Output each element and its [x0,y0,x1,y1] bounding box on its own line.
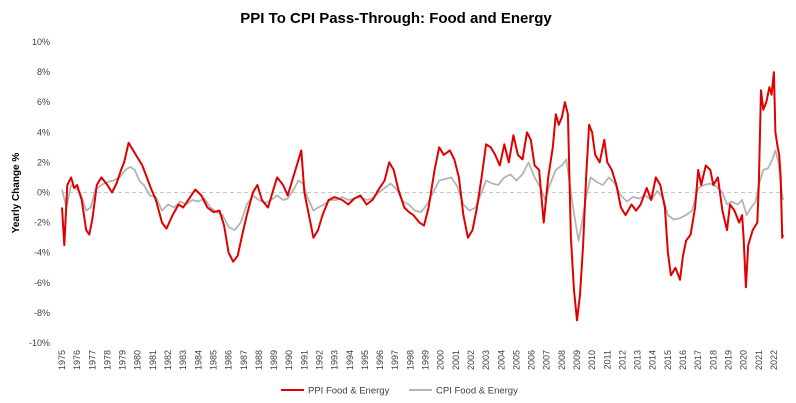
legend-label-cpi: CPI Food & Energy [436,386,518,397]
y-tick-label: 4% [37,127,50,137]
x-tick-label: 1991 [299,350,309,370]
x-tick-label: 2001 [451,350,461,370]
x-tick-label: 1990 [284,350,294,370]
x-tick-label: 2013 [633,350,643,370]
x-axis-ticks: 1975 1976 1977 1978 1979 1980 1981 1982 1983 1984… [57,350,779,370]
x-tick-label: 1988 [254,350,264,370]
x-tick-label: 1992 [315,350,325,370]
series-line-ppi [61,71,784,322]
y-tick-label: 10% [32,37,50,47]
legend: PPI Food & Energy CPI Food & Energy [281,386,518,397]
y-axis-label: Yearly Change % [11,153,22,234]
x-tick-label: 2003 [481,350,491,370]
x-tick-label: 2014 [648,350,658,370]
x-tick-label: 1983 [178,350,188,370]
x-tick-label: 1977 [87,350,97,370]
x-tick-label: 1981 [148,350,158,370]
x-tick-label: 1989 [269,350,279,370]
series-line-cpi [61,149,784,242]
x-tick-label: 2021 [754,350,764,370]
x-tick-label: 1999 [421,350,431,370]
y-tick-label: -6% [34,278,50,288]
x-tick-label: 2016 [678,350,688,370]
x-tick-label: 1998 [405,350,415,370]
x-tick-label: 2015 [663,350,673,370]
x-tick-label: 2018 [708,350,718,370]
x-tick-label: 2000 [436,350,446,370]
y-tick-label: -8% [34,308,50,318]
x-tick-label: 1976 [72,350,82,370]
x-tick-label: 1986 [224,350,234,370]
x-tick-label: 1984 [193,350,203,370]
x-tick-label: 2019 [723,350,733,370]
y-tick-label: 2% [37,157,50,167]
y-tick-label: -2% [34,218,50,228]
x-tick-label: 1987 [239,350,249,370]
x-tick-label: 1995 [360,350,370,370]
x-tick-label: 1982 [163,350,173,370]
chart-title: PPI To CPI Pass-Through: Food and Energy [240,10,552,27]
y-tick-label: -4% [34,248,50,258]
legend-label-ppi: PPI Food & Energy [308,386,390,397]
x-tick-label: 2012 [617,350,627,370]
x-tick-label: 1997 [390,350,400,370]
x-tick-label: 2005 [511,350,521,370]
x-tick-label: 2007 [542,350,552,370]
y-tick-label: 0% [37,188,50,198]
y-tick-label: 8% [37,67,50,77]
x-tick-label: 2004 [496,350,506,370]
x-tick-label: 2006 [527,350,537,370]
x-tick-label: 1996 [375,350,385,370]
x-tick-label: 2009 [572,350,582,370]
x-tick-label: 1994 [345,350,355,370]
y-tick-label: 6% [37,97,50,107]
x-tick-label: 2002 [466,350,476,370]
x-tick-label: 1975 [57,350,67,370]
x-tick-label: 2022 [769,350,779,370]
x-tick-label: 1979 [118,350,128,370]
x-tick-label: 1985 [208,350,218,370]
x-tick-label: 2011 [602,350,612,369]
series-group [61,71,784,322]
x-tick-label: 2008 [557,350,567,370]
x-tick-label: 2010 [587,350,597,370]
x-tick-label: 1993 [330,350,340,370]
x-tick-label: 1978 [102,350,112,370]
x-tick-label: 1980 [133,350,143,370]
y-tick-label: -10% [29,338,50,348]
x-tick-label: 2017 [693,350,703,370]
x-tick-label: 2020 [739,350,749,370]
y-axis-ticks: 10% 8% 6% 4% 2% 0% -2% -4% -6% -8% -10% [29,37,50,348]
